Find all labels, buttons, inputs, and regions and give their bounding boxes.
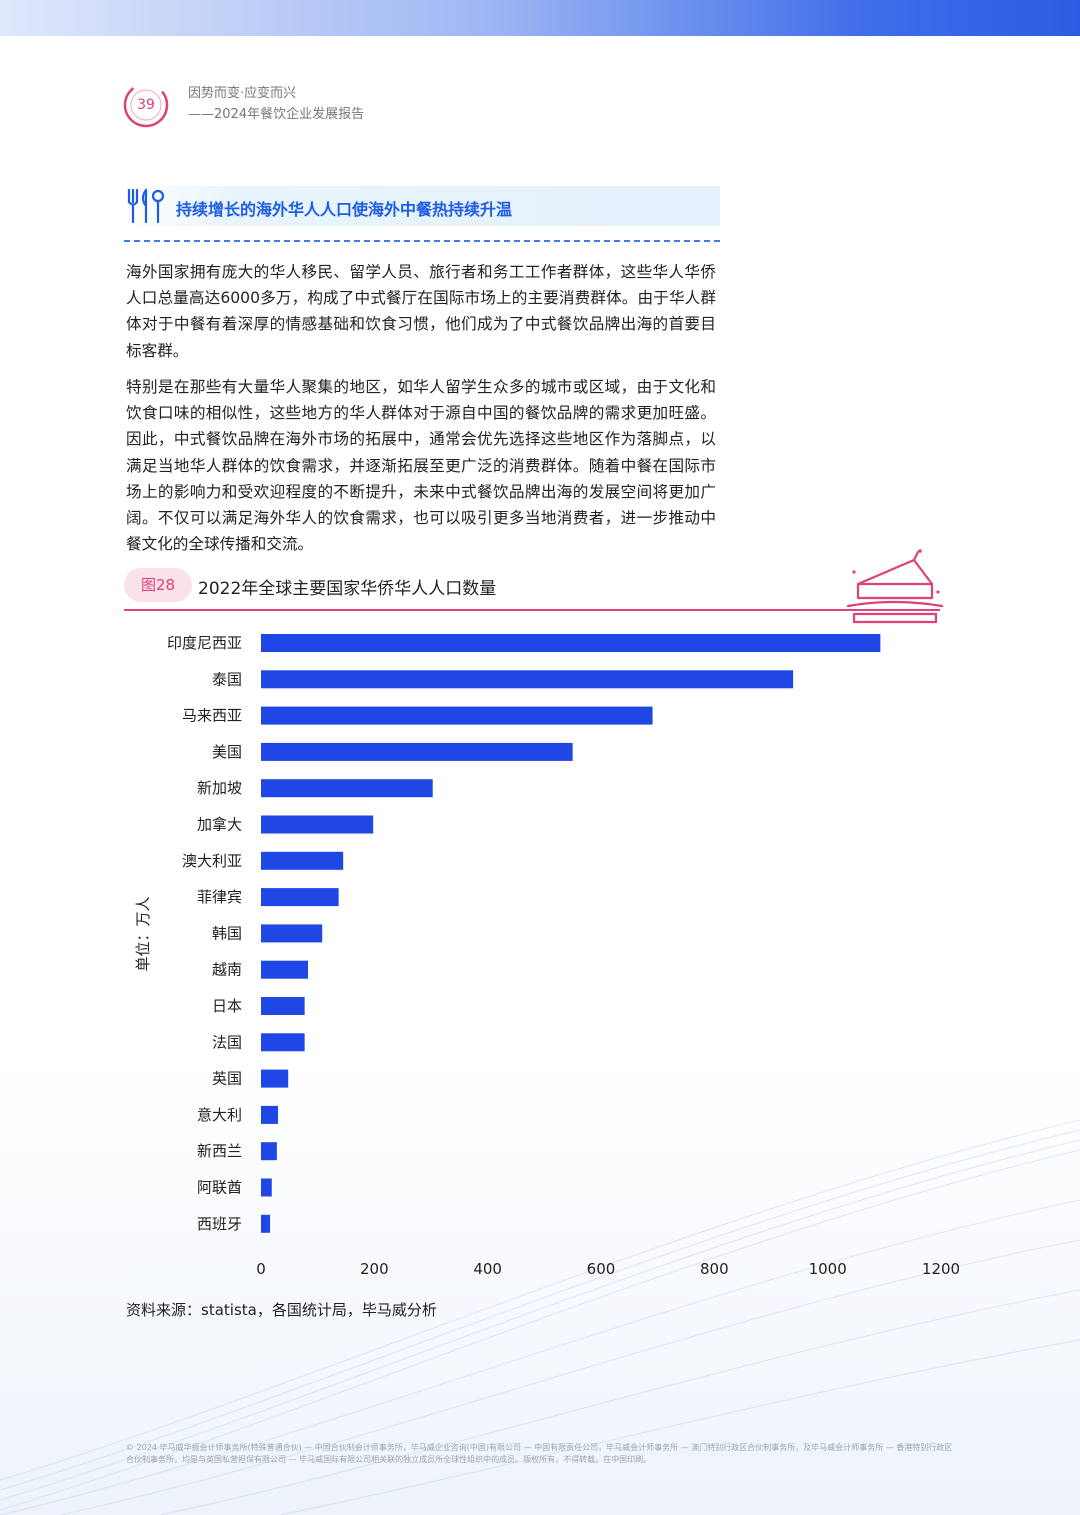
x-tick-label: 800 bbox=[700, 1260, 729, 1278]
category-label: 韩国 bbox=[212, 924, 242, 942]
section-header-box bbox=[124, 186, 720, 226]
cake-slice-icon bbox=[846, 549, 944, 624]
bar bbox=[261, 815, 374, 834]
bar bbox=[261, 1105, 278, 1124]
category-label: 菲律宾 bbox=[197, 888, 242, 906]
category-label: 加拿大 bbox=[197, 816, 242, 834]
x-tick-label: 600 bbox=[587, 1260, 616, 1278]
category-label: 英国 bbox=[212, 1070, 242, 1088]
footer-copyright: © 2024 毕马威华振会计师事务所(特殊普通合伙) — 中国合伙制会计师事务所… bbox=[126, 1443, 953, 1464]
bar bbox=[261, 1033, 305, 1052]
x-tick-label: 1000 bbox=[809, 1260, 847, 1278]
bar bbox=[261, 779, 433, 798]
body-paragraph-1: 海外国家拥有庞大的华人移民、留学人员、旅行者和务工工作者群体，这些华人华侨人口总… bbox=[126, 263, 716, 360]
bar bbox=[261, 1178, 272, 1197]
bar bbox=[261, 742, 573, 761]
section-divider bbox=[124, 240, 720, 242]
bar bbox=[261, 997, 305, 1015]
header-title: 因势而变·应变而兴 bbox=[188, 86, 297, 101]
top-gradient-bar bbox=[0, 0, 1080, 36]
x-tick-label: 0 bbox=[256, 1260, 266, 1278]
y-axis-label: 单位：万人 bbox=[134, 896, 152, 971]
category-label: 阿联酋 bbox=[197, 1179, 242, 1197]
bar bbox=[261, 1069, 289, 1088]
bar bbox=[261, 706, 653, 725]
category-label: 法国 bbox=[212, 1033, 242, 1051]
section-title: 持续增长的海外华人人口使海外中餐热持续升温 bbox=[176, 200, 513, 219]
page-number: 39 bbox=[137, 97, 155, 113]
bar bbox=[261, 634, 881, 652]
category-label: 印度尼西亚 bbox=[167, 634, 242, 652]
category-label: 马来西亚 bbox=[182, 707, 242, 725]
category-label: 美国 bbox=[212, 743, 242, 761]
figure-badge: 图28 bbox=[124, 568, 192, 602]
category-label: 日本 bbox=[212, 997, 242, 1015]
x-tick-label: 400 bbox=[473, 1260, 502, 1278]
source-note: 资料来源：statista，各国统计局，毕马威分析 bbox=[126, 1301, 437, 1319]
bar bbox=[261, 888, 339, 907]
figure-divider bbox=[124, 609, 940, 611]
body-paragraph-2: 特别是在那些有大量华人聚集的地区，如华人留学生众多的城市或区域，由于文化和饮食口… bbox=[126, 378, 716, 554]
category-label: 泰国 bbox=[212, 670, 242, 688]
background-wave-lines bbox=[0, 1120, 1080, 1515]
x-tick-label: 1200 bbox=[922, 1260, 960, 1278]
figure-title: 2022年全球主要国家华侨华人人口数量 bbox=[198, 579, 497, 599]
category-label: 澳大利亚 bbox=[182, 852, 242, 870]
bar bbox=[261, 851, 344, 870]
bar bbox=[261, 960, 309, 979]
bar bbox=[261, 1142, 277, 1161]
bar bbox=[261, 670, 794, 689]
category-label: 意大利 bbox=[197, 1106, 242, 1124]
header-subtitle: ——2024年餐饮企业发展报告 bbox=[188, 107, 365, 122]
category-label: 西班牙 bbox=[197, 1215, 242, 1233]
bar bbox=[261, 1214, 271, 1233]
bar bbox=[261, 924, 323, 943]
category-label: 新西兰 bbox=[197, 1142, 242, 1160]
cutlery-icon bbox=[127, 188, 165, 224]
x-tick-label: 200 bbox=[360, 1260, 389, 1278]
population-bar-chart: 印度尼西亚泰国马来西亚美国新加坡加拿大澳大利亚菲律宾韩国越南日本法国英国意大利新… bbox=[134, 634, 960, 1278]
category-label: 新加坡 bbox=[197, 779, 242, 797]
category-label: 越南 bbox=[212, 961, 242, 979]
page-number-ring-icon bbox=[123, 82, 169, 128]
